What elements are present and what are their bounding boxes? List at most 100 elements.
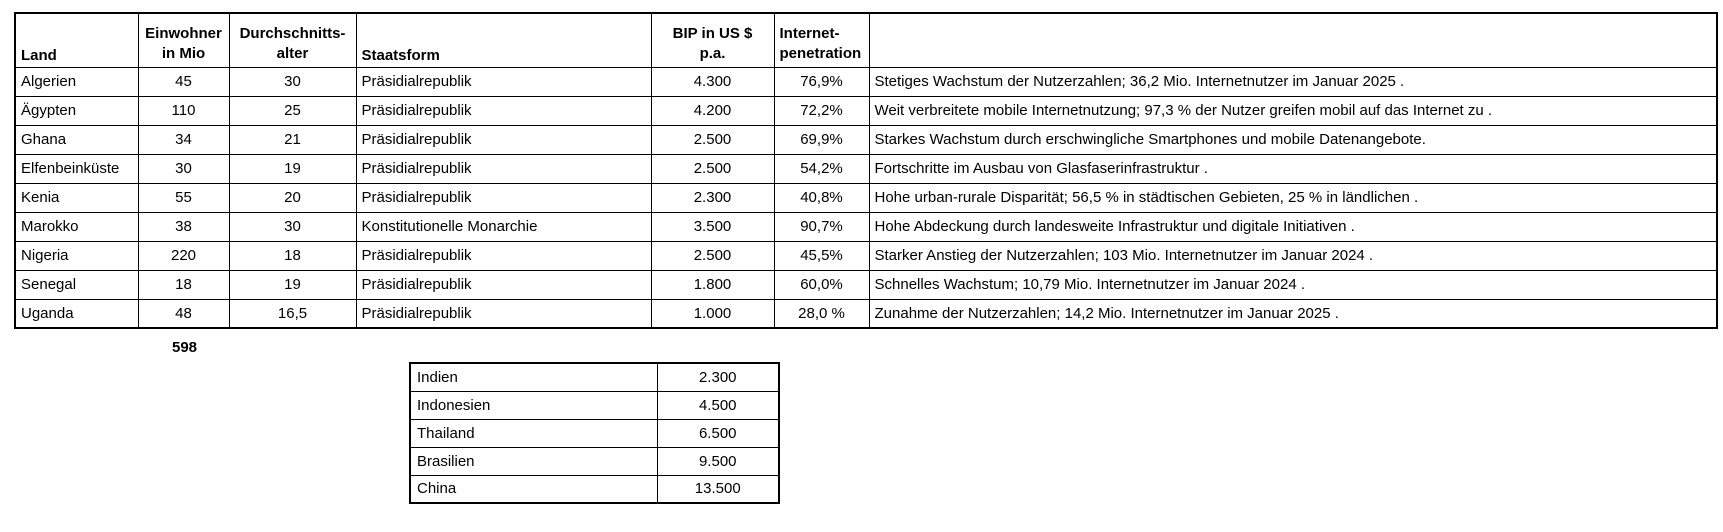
cell-einwohner[interactable]: 38: [137, 211, 230, 242]
cell-land[interactable]: Indonesien: [409, 390, 658, 420]
cell-bip[interactable]: 3.500: [650, 211, 775, 242]
cell-internet[interactable]: 45,5%: [773, 240, 870, 271]
cell-internet[interactable]: 54,2%: [773, 153, 870, 184]
cell-staatsform[interactable]: Präsidialrepublik: [355, 66, 652, 97]
cell-alter[interactable]: 19: [228, 269, 357, 300]
cell-comment[interactable]: Starker Anstieg der Nutzerzahlen; 103 Mi…: [868, 240, 1718, 271]
cell-internet[interactable]: 72,2%: [773, 95, 870, 126]
cell-internet[interactable]: 40,8%: [773, 182, 870, 213]
header-einwohner-line2: in Mio: [161, 44, 206, 62]
cell-bip[interactable]: 4.200: [650, 95, 775, 126]
cell-internet[interactable]: 69,9%: [773, 124, 870, 155]
cell-staatsform[interactable]: Präsidialrepublik: [355, 298, 652, 329]
header-durchschnittsalter[interactable]: Durchschnitts- alter: [228, 12, 357, 68]
table-row: Algerien 45 30 Präsidialrepublik 4.300 7…: [14, 66, 1718, 97]
cell-land[interactable]: Thailand: [409, 418, 658, 448]
cell-alter[interactable]: 18: [228, 240, 357, 271]
cell-einwohner[interactable]: 220: [137, 240, 230, 271]
cell-land[interactable]: Elfenbeinküste: [14, 153, 139, 184]
cell-einwohner[interactable]: 48: [137, 298, 230, 329]
cell-land[interactable]: Kenia: [14, 182, 139, 213]
list-item: Indonesien 4.500: [409, 390, 780, 420]
cell-land[interactable]: Senegal: [14, 269, 139, 300]
cell-staatsform[interactable]: Präsidialrepublik: [355, 124, 652, 155]
header-einwohner-line1: Einwohner: [145, 24, 222, 42]
table-row: Ägypten 110 25 Präsidialrepublik 4.200 7…: [14, 95, 1718, 126]
bip-comparison-table: Indien 2.300 Indonesien 4.500 Thailand 6…: [409, 362, 780, 504]
cell-land[interactable]: Ägypten: [14, 95, 139, 126]
cell-comment[interactable]: Starkes Wachstum durch erschwingliche Sm…: [868, 124, 1718, 155]
cell-comment[interactable]: Zunahme der Nutzerzahlen; 14,2 Mio. Inte…: [868, 298, 1718, 329]
cell-bip[interactable]: 1.000: [650, 298, 775, 329]
table-row: Marokko 38 30 Konstitutionelle Monarchie…: [14, 211, 1718, 242]
africa-countries-table: Land Einwohner in Mio Durchschnitts- alt…: [14, 12, 1718, 329]
table-row: Uganda 48 16,5 Präsidialrepublik 1.000 2…: [14, 298, 1718, 329]
list-item: Thailand 6.500: [409, 418, 780, 448]
cell-bip[interactable]: 2.300: [650, 182, 775, 213]
cell-internet[interactable]: 60,0%: [773, 269, 870, 300]
cell-alter[interactable]: 16,5: [228, 298, 357, 329]
cell-land[interactable]: Indien: [409, 362, 658, 392]
cell-einwohner[interactable]: 55: [137, 182, 230, 213]
cell-bip[interactable]: 4.500: [656, 390, 780, 420]
cell-alter[interactable]: 19: [228, 153, 357, 184]
cell-land[interactable]: Marokko: [14, 211, 139, 242]
table-row: Nigeria 220 18 Präsidialrepublik 2.500 4…: [14, 240, 1718, 271]
cell-bip[interactable]: 2.500: [650, 153, 775, 184]
cell-comment[interactable]: Hohe urban-rurale Disparität; 56,5 % in …: [868, 182, 1718, 213]
cell-staatsform[interactable]: Präsidialrepublik: [355, 182, 652, 213]
header-internetpenetration[interactable]: Internet- penetration: [773, 12, 870, 68]
table-row: Kenia 55 20 Präsidialrepublik 2.300 40,8…: [14, 182, 1718, 213]
header-bip[interactable]: BIP in US $ p.a.: [650, 12, 775, 68]
cell-staatsform[interactable]: Präsidialrepublik: [355, 269, 652, 300]
sum-einwohner[interactable]: 598: [171, 339, 198, 356]
cell-alter[interactable]: 20: [228, 182, 357, 213]
cell-comment[interactable]: Weit verbreitete mobile Internetnutzung;…: [868, 95, 1718, 126]
header-internetpenetration-line2: penetration: [779, 44, 862, 62]
cell-alter[interactable]: 21: [228, 124, 357, 155]
header-comment-empty[interactable]: [868, 12, 1718, 68]
cell-einwohner[interactable]: 34: [137, 124, 230, 155]
header-internetpenetration-line1: Internet-: [779, 24, 840, 42]
cell-alter[interactable]: 30: [228, 211, 357, 242]
header-land[interactable]: Land: [14, 12, 139, 68]
cell-staatsform[interactable]: Konstitutionelle Monarchie: [355, 211, 652, 242]
list-item: Indien 2.300: [409, 362, 780, 392]
cell-bip[interactable]: 2.500: [650, 124, 775, 155]
cell-bip[interactable]: 6.500: [656, 418, 780, 448]
cell-land[interactable]: Nigeria: [14, 240, 139, 271]
cell-bip[interactable]: 2.500: [650, 240, 775, 271]
cell-land[interactable]: Ghana: [14, 124, 139, 155]
cell-land[interactable]: China: [409, 474, 658, 504]
cell-bip[interactable]: 4.300: [650, 66, 775, 97]
cell-alter[interactable]: 30: [228, 66, 357, 97]
cell-internet[interactable]: 28,0 %: [773, 298, 870, 329]
cell-land[interactable]: Algerien: [14, 66, 139, 97]
cell-staatsform[interactable]: Präsidialrepublik: [355, 240, 652, 271]
cell-einwohner[interactable]: 110: [137, 95, 230, 126]
cell-land[interactable]: Uganda: [14, 298, 139, 329]
cell-comment[interactable]: Stetiges Wachstum der Nutzerzahlen; 36,2…: [868, 66, 1718, 97]
cell-bip[interactable]: 2.300: [656, 362, 780, 392]
cell-bip[interactable]: 9.500: [656, 446, 780, 476]
cell-comment[interactable]: Schnelles Wachstum; 10,79 Mio. Internetn…: [868, 269, 1718, 300]
cell-einwohner[interactable]: 18: [137, 269, 230, 300]
cell-bip[interactable]: 13.500: [656, 474, 780, 504]
cell-comment[interactable]: Fortschritte im Ausbau von Glasfaserinfr…: [868, 153, 1718, 184]
cell-einwohner[interactable]: 30: [137, 153, 230, 184]
table-row: Elfenbeinküste 30 19 Präsidialrepublik 2…: [14, 153, 1718, 184]
header-staatsform[interactable]: Staatsform: [355, 12, 652, 68]
header-einwohner[interactable]: Einwohner in Mio: [137, 12, 230, 68]
cell-internet[interactable]: 76,9%: [773, 66, 870, 97]
table-row: Senegal 18 19 Präsidialrepublik 1.800 60…: [14, 269, 1718, 300]
list-item: China 13.500: [409, 474, 780, 504]
cell-staatsform[interactable]: Präsidialrepublik: [355, 153, 652, 184]
header-bip-line1: BIP in US $: [672, 24, 753, 42]
cell-alter[interactable]: 25: [228, 95, 357, 126]
cell-land[interactable]: Brasilien: [409, 446, 658, 476]
cell-bip[interactable]: 1.800: [650, 269, 775, 300]
cell-comment[interactable]: Hohe Abdeckung durch landesweite Infrast…: [868, 211, 1718, 242]
cell-internet[interactable]: 90,7%: [773, 211, 870, 242]
cell-einwohner[interactable]: 45: [137, 66, 230, 97]
cell-staatsform[interactable]: Präsidialrepublik: [355, 95, 652, 126]
